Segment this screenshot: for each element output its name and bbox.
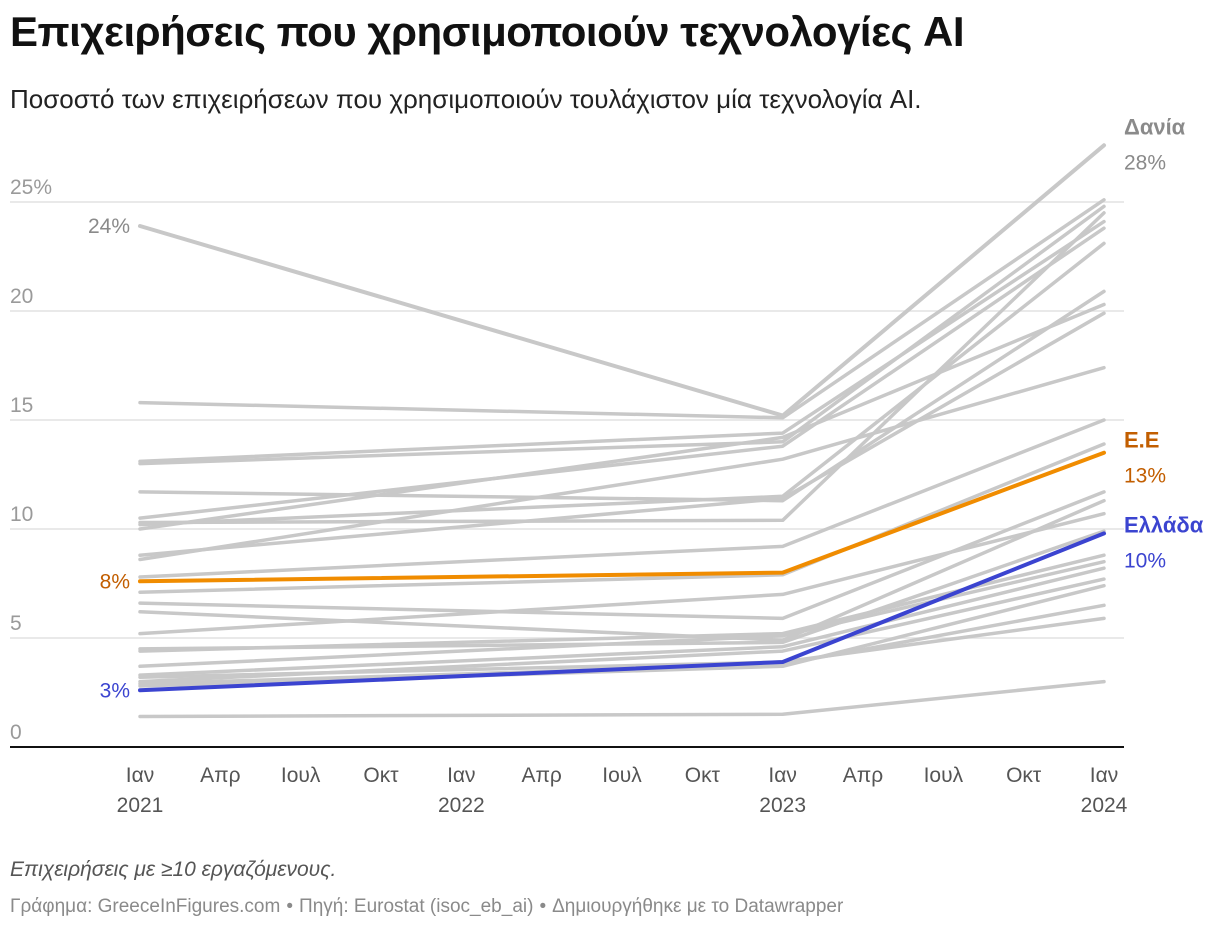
x-tick-year: 2022 [438, 794, 485, 817]
country-line [138, 418, 1106, 579]
country-line [138, 198, 1106, 420]
country-line [138, 559, 1106, 669]
x-tick-label: Οκτ [1006, 764, 1042, 787]
country-line [138, 511, 1106, 636]
series-line-greece [138, 531, 1106, 693]
x-tick-label: Οκτ [685, 764, 721, 787]
y-tick-label: 20 [10, 285, 33, 308]
x-tick-year: 2024 [1081, 794, 1128, 817]
x-tick-label: Απρ [843, 764, 883, 787]
x-tick-label: Απρ [521, 764, 561, 787]
country-line [138, 219, 1106, 464]
series-end-label-eu: 13% [1124, 465, 1166, 488]
country-line [138, 311, 1106, 557]
y-tick-label: 25% [10, 176, 52, 199]
series-line-denmark [138, 143, 1106, 418]
footnote: Επιχειρήσεις με ≥10 εργαζόμενους. [10, 858, 337, 881]
country-line [138, 553, 1106, 653]
series-start-label-greece: 3% [100, 679, 130, 702]
country-line [138, 302, 1106, 531]
country-line [138, 442, 1106, 594]
country-line [138, 241, 1106, 527]
series-end-label-greece: 10% [1124, 549, 1166, 572]
country-line [138, 603, 1106, 686]
credit-source: Πηγή: Eurostat (isoc_eb_ai) [298, 896, 534, 917]
series-name-label-greece: Ελλάδα [1124, 512, 1204, 537]
x-tick-label: Ιαν [126, 764, 154, 787]
x-tick-label: Ιαν [768, 764, 796, 787]
credits: Γράφημα: GreeceInFigures.com • Πηγή: Euros… [10, 896, 844, 917]
series-start-label-eu: 8% [100, 570, 130, 593]
country-line [138, 490, 1106, 621]
country-line [138, 365, 1106, 562]
y-tick-label: 10 [10, 503, 33, 526]
series-name-label-denmark: Δανία [1124, 114, 1186, 139]
x-tick-label: Απρ [200, 764, 240, 787]
series-name-label-eu: Ε.Ε [1124, 428, 1159, 453]
y-tick-label: 0 [10, 721, 22, 744]
country-line [138, 679, 1106, 719]
x-tick-label: Ιαν [447, 764, 475, 787]
country-line [138, 566, 1106, 677]
y-tick-label: 5 [10, 612, 22, 635]
x-tick-year: 2021 [117, 794, 164, 817]
line-chart: 0 5 10 15 20 25% Ιαν 2021 Απρ Ιουλ Οκτ Ιαν 2022 Απρ Ιο… [10, 114, 1204, 817]
x-tick-label: Ιουλ [602, 764, 642, 787]
credit-graphic: Γράφημα: GreeceInFigures.com [10, 896, 281, 917]
country-line [138, 211, 1106, 525]
x-tick-label: Ιαν [1090, 764, 1118, 787]
chart-subtitle: Ποσοστό των επιχειρήσεων που χρησιμοποιο… [10, 84, 922, 114]
x-tick-label: Ιουλ [281, 764, 321, 787]
country-line [138, 289, 1106, 503]
y-tick-label: 15 [10, 394, 33, 417]
x-tick-year: 2023 [759, 794, 806, 817]
x-tick-label: Ιουλ [924, 764, 964, 787]
series-line-eu [138, 450, 1106, 584]
x-tick-label: Οκτ [363, 764, 399, 787]
series-start-label-denmark: 24% [88, 215, 130, 238]
credit-tool: Δημιουργήθηκε με το Datawrapper [552, 896, 844, 917]
country-line [138, 226, 1106, 520]
series-end-label-denmark: 28% [1124, 151, 1166, 174]
country-line [138, 204, 1106, 466]
chart-title: Επιχειρήσεις που χρησιμοποιούν τεχνολογί… [10, 8, 965, 55]
